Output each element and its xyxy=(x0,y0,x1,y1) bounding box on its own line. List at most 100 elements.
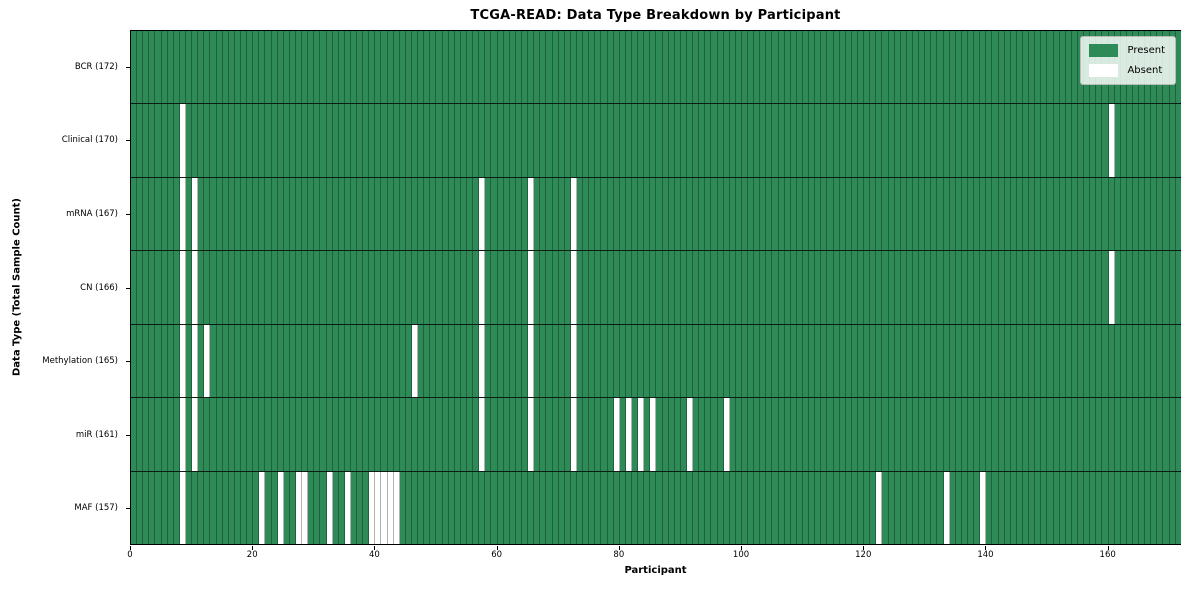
heatmap-cell-maf-85 xyxy=(650,471,657,544)
heatmap-cell-mrna-68 xyxy=(546,177,553,251)
heatmap-cell-clinical-25 xyxy=(283,104,290,177)
heatmap-cell-cn-13 xyxy=(210,251,217,324)
heatmap-cell-mrna-76 xyxy=(595,177,602,251)
heatmap-cell-clinical-68 xyxy=(546,104,553,177)
heatmap-cell-methylation-74 xyxy=(583,324,590,398)
heatmap-cell-clinical-125 xyxy=(894,104,901,177)
heatmap-cell-mrna-4 xyxy=(155,177,162,251)
heatmap-cell-maf-1 xyxy=(137,471,144,544)
heatmap-cell-methylation-151 xyxy=(1053,324,1060,398)
heatmap-cell-maf-104 xyxy=(766,471,773,544)
heatmap-cell-methylation-125 xyxy=(894,324,901,398)
heatmap-cell-bcr-96 xyxy=(717,31,724,104)
heatmap-cell-maf-29 xyxy=(308,471,315,544)
heatmap-cell-mir-93 xyxy=(699,398,706,471)
heatmap-cell-cn-100 xyxy=(741,251,749,324)
heatmap-cell-maf-56 xyxy=(473,471,480,544)
heatmap-cell-maf-17 xyxy=(234,471,241,544)
heatmap-cell-mir-87 xyxy=(662,398,669,471)
heatmap-cell-bcr-21 xyxy=(259,31,266,104)
heatmap-cell-clinical-163 xyxy=(1126,104,1133,177)
heatmap-cell-cn-75 xyxy=(589,251,596,324)
heatmap-cell-cn-157 xyxy=(1090,251,1097,324)
heatmap-cell-clinical-76 xyxy=(595,104,602,177)
heatmap-cell-mir-73 xyxy=(576,398,584,471)
heatmap-cell-mrna-102 xyxy=(754,177,761,251)
heatmap-cell-cn-48 xyxy=(424,251,431,324)
heatmap-cell-bcr-77 xyxy=(601,31,608,104)
heatmap-cell-clinical-131 xyxy=(931,104,938,177)
heatmap-cell-methylation-28 xyxy=(302,324,309,398)
heatmap-cell-maf-158 xyxy=(1096,471,1103,544)
heatmap-cell-mir-95 xyxy=(711,398,718,471)
heatmap-cell-cn-149 xyxy=(1041,251,1048,324)
heatmap-cell-mrna-119 xyxy=(858,177,865,251)
heatmap-cell-mrna-21 xyxy=(259,177,266,251)
heatmap-cell-mir-58 xyxy=(485,398,492,471)
heatmap-cell-maf-7 xyxy=(173,471,180,544)
heatmap-cell-methylation-51 xyxy=(442,324,449,398)
heatmap-cell-methylation-86 xyxy=(656,324,663,398)
heatmap-cell-maf-40 xyxy=(375,471,382,544)
heatmap-cell-maf-129 xyxy=(919,471,926,544)
heatmap-cell-clinical-106 xyxy=(778,104,785,177)
heatmap-cell-mrna-33 xyxy=(332,177,339,251)
heatmap-cell-mir-128 xyxy=(913,398,920,471)
heatmap-cell-bcr-137 xyxy=(967,31,975,104)
heatmap-cell-clinical-158 xyxy=(1096,104,1103,177)
heatmap-cell-maf-150 xyxy=(1047,471,1054,544)
heatmap-cell-bcr-146 xyxy=(1022,31,1030,104)
heatmap-cell-mrna-66 xyxy=(534,177,541,251)
heatmap-cell-clinical-12 xyxy=(204,104,211,177)
heatmap-cell-cn-129 xyxy=(919,251,926,324)
heatmap-cell-clinical-136 xyxy=(961,104,968,177)
heatmap-cell-methylation-77 xyxy=(601,324,608,398)
x-tick-mark xyxy=(741,546,743,550)
heatmap-cell-mrna-132 xyxy=(937,177,944,251)
heatmap-cell-bcr-27 xyxy=(295,31,303,104)
heatmap-cell-cn-31 xyxy=(320,251,327,324)
heatmap-cell-mir-44 xyxy=(399,398,406,471)
heatmap-cell-methylation-146 xyxy=(1022,324,1030,398)
heatmap-cell-mrna-59 xyxy=(491,177,498,251)
heatmap-cell-mir-70 xyxy=(558,398,565,471)
heatmap-cell-maf-140 xyxy=(986,471,993,544)
heatmap-cell-mir-83 xyxy=(638,398,645,471)
heatmap-cell-cn-2 xyxy=(143,251,150,324)
heatmap-cell-cn-24 xyxy=(277,251,284,324)
heatmap-cell-cn-148 xyxy=(1035,251,1042,324)
heatmap-cell-cn-163 xyxy=(1126,251,1133,324)
heatmap-cell-methylation-85 xyxy=(650,324,657,398)
heatmap-cell-maf-81 xyxy=(625,471,632,544)
heatmap-cell-mir-52 xyxy=(448,398,455,471)
heatmap-cell-methylation-12 xyxy=(204,324,211,398)
heatmap-cell-maf-37 xyxy=(357,471,364,544)
heatmap-cell-maf-0 xyxy=(131,471,138,544)
heatmap-cell-maf-136 xyxy=(961,471,968,544)
heatmap-cell-maf-90 xyxy=(680,471,687,544)
heatmap-cell-clinical-75 xyxy=(589,104,596,177)
heatmap-cell-mir-26 xyxy=(289,398,296,471)
heatmap-cell-clinical-152 xyxy=(1059,104,1066,177)
heatmap-cell-clinical-103 xyxy=(760,104,767,177)
heatmap-cell-mrna-18 xyxy=(240,177,248,251)
heatmap-cell-maf-86 xyxy=(656,471,663,544)
heatmap-cell-mrna-105 xyxy=(772,177,779,251)
heatmap-cell-clinical-80 xyxy=(619,104,626,177)
heatmap-cell-mrna-170 xyxy=(1169,177,1176,251)
heatmap-cell-mrna-111 xyxy=(809,177,816,251)
heatmap-cell-bcr-140 xyxy=(986,31,993,104)
heatmap-cell-cn-37 xyxy=(357,251,364,324)
heatmap-cell-clinical-37 xyxy=(357,104,364,177)
heatmap-cell-mir-161 xyxy=(1114,398,1121,471)
heatmap-cell-bcr-13 xyxy=(210,31,217,104)
heatmap-cell-bcr-135 xyxy=(955,31,962,104)
heatmap-cell-clinical-30 xyxy=(314,104,321,177)
heatmap-cell-mir-148 xyxy=(1035,398,1042,471)
x-tick-mark xyxy=(618,546,620,550)
heatmap-cell-bcr-130 xyxy=(925,31,932,104)
heatmap-cell-mir-120 xyxy=(864,398,871,471)
heatmap-cell-mrna-151 xyxy=(1053,177,1060,251)
heatmap-rows xyxy=(131,31,1181,544)
heatmap-cell-clinical-121 xyxy=(870,104,877,177)
